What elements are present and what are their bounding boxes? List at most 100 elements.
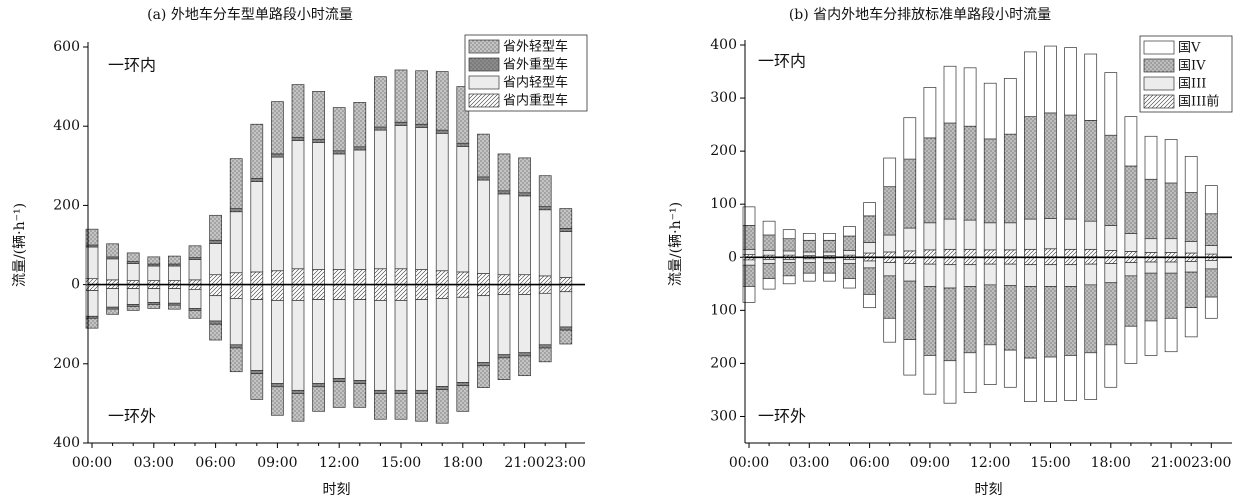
bar-segment [823,258,836,263]
bar-segment [312,269,325,285]
bar-segment [477,295,490,363]
bar-segment [863,242,876,254]
bar-segment [843,226,856,237]
bar-segment [518,195,531,276]
bar-segment [1184,192,1198,242]
bar-segment [209,274,222,285]
y-tick-label: 200 [710,143,737,159]
bar-segment [477,176,490,181]
bar-segment [332,153,346,270]
bar-segment [188,245,202,259]
bar-segment [147,288,161,303]
bar-segment [1024,116,1037,220]
bar-segment [1084,284,1098,354]
chart-title: (a) 外地车分车型单路段小时流量 [147,6,353,23]
bar-segment [983,263,997,286]
bar-segment [983,138,997,224]
bar-segment [883,157,897,188]
bar-segment [1064,256,1077,266]
bar-segment [963,125,977,221]
bar-segment [1104,263,1118,284]
annotation: 一环内 [108,56,156,75]
x-tick-label: 12:00 [970,455,1010,471]
bar-segment [1084,352,1098,400]
bar-segment [762,263,776,279]
bar-segment [1144,178,1158,240]
bar-segment [85,317,99,329]
bar-segment [538,344,552,349]
bar-segment [271,383,284,388]
bar-segment [415,284,428,300]
bar-segment [1024,264,1037,287]
bar-segment [1104,250,1118,258]
bar-segment [883,275,897,319]
bar-segment [229,208,243,213]
bar-segment [497,354,511,359]
bar-segment [1003,133,1017,224]
bar-segment [1003,285,1017,351]
bar-segment [559,291,573,328]
bar-segment [271,101,284,155]
bar-segment [394,284,408,301]
bar-segment [374,129,387,270]
bar-segment [963,264,977,287]
bar-segment [963,219,977,250]
bar-segment [883,234,897,253]
x-tick-label: 21:00 [504,455,544,471]
bar-segment [863,215,876,243]
legend-label: 国V [1178,41,1201,56]
x-tick-label: 23:00 [546,455,586,471]
bar-segment [1044,248,1057,258]
bar-segment [106,243,119,258]
bar-segment [250,123,264,179]
bar-segment [1164,272,1178,319]
bar-segment [518,192,531,197]
bar-segment [538,275,552,285]
bar-segment [538,347,552,363]
bar-segment [456,296,470,383]
bar-segment [1164,261,1178,274]
bar-segment [863,202,876,217]
legend-label: 省内轻型车 [503,75,568,91]
bar-segment [353,380,367,384]
bar-segment [1144,272,1158,322]
bar-segment [1204,268,1218,298]
bar-segment [923,87,937,139]
bar-segment [1164,238,1178,253]
bar-segment [229,344,243,349]
bar-segment [559,208,573,229]
legend-label: 省外轻型车 [503,39,568,55]
bar-segment [1124,233,1138,252]
bar-segment [291,300,305,391]
bar-segment [250,181,264,273]
bar-segment [1084,256,1098,265]
bar-segment [538,292,552,346]
bar-segment [250,373,264,400]
bar-segment [903,256,917,264]
x-tick-label: 15:00 [381,455,421,471]
x-tick-label: 00:00 [729,455,769,471]
bar-segment [1104,134,1118,226]
bar-segment [1144,135,1158,180]
bar-segment [415,269,428,285]
y-axis-label: 流量/(辆·h⁻¹) [668,202,684,286]
bar-segment [1044,112,1057,219]
bar-segment [518,157,531,194]
bar-segment [782,238,796,252]
y-tick-label: 200 [53,197,80,213]
bar-segment [168,304,181,310]
bar-segment [291,284,305,301]
bar-segment [1044,264,1057,287]
bar-segment [312,383,325,388]
bar-segment [250,299,264,371]
bar-segment [823,239,836,253]
bar-segment [1003,349,1017,388]
bar-segment [312,138,325,143]
bar-segment [903,117,917,160]
bar-segment [983,284,997,346]
bar-segment [394,393,408,420]
bar-segment [291,393,305,422]
legend-label: 国III [1178,77,1206,92]
bar-segment [823,233,836,241]
legend-swatch [1143,94,1175,109]
